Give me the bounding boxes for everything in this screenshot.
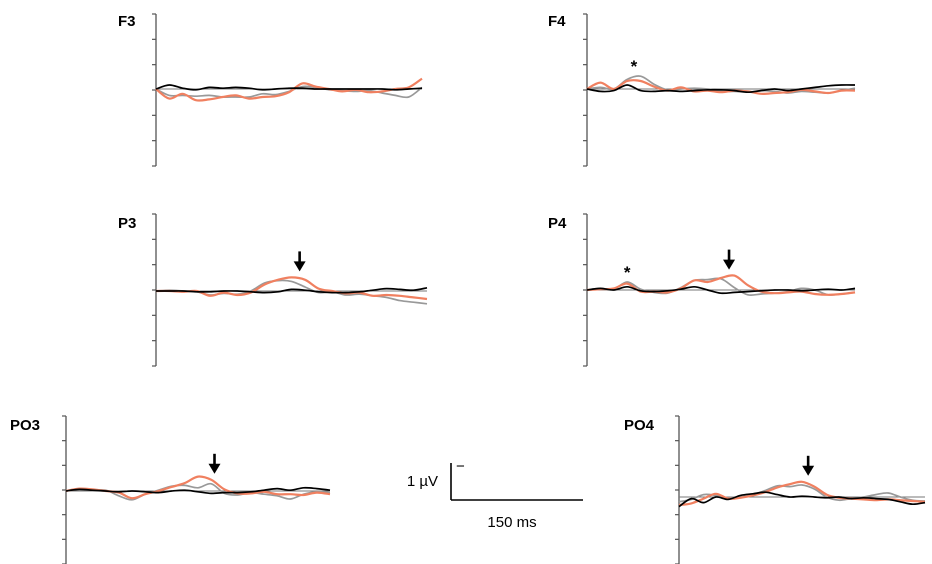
panel-po3: PO3 [10,415,331,564]
waveform-orange-f3 [155,77,423,102]
arrow-marker-p4 [723,249,736,270]
panel-po4: PO4 [624,415,926,564]
channel-label-p3: P3 [118,215,136,232]
panel-p3: P3 [118,213,428,367]
asterisk-marker-f4: * [631,57,638,76]
scale-bar: − 1 µV 150 ms [407,458,583,531]
scale-bar-sign: − [456,458,465,475]
panel-f3: F3 [118,13,423,167]
arrow-marker-po4 [802,455,815,476]
channel-label-po4: PO4 [624,417,655,434]
waveform-black-f4 [586,84,856,94]
waveform-black-po4 [678,491,926,508]
waveform-black-po3 [65,486,331,495]
waveform-black-p4 [586,285,856,295]
arrow-marker-po3 [208,453,221,474]
panel-p4: P4 * [548,213,856,367]
waveform-orange-f4 [586,79,856,95]
arrow-head-po4 [802,465,815,476]
arrow-marker-p3 [293,251,306,272]
panel-f4: F4 * [548,13,856,167]
arrow-head-p4 [723,259,736,270]
waveform-orange-p4 [586,274,856,296]
scale-bar-time-label: 150 ms [487,514,536,531]
waveform-gray-po4 [678,484,926,503]
channel-label-f3: F3 [118,13,136,30]
channel-label-p4: P4 [548,215,567,232]
scale-bar-voltage-label: 1 µV [407,473,438,490]
erp-panels: F3 F4 * P3 P4 * PO3 PO4 [10,13,926,564]
asterisk-marker-p4: * [624,263,631,282]
arrow-head-p3 [293,261,306,272]
waveform-black-f3 [155,84,423,91]
waveform-black-p3 [155,286,428,294]
channel-label-po3: PO3 [10,417,40,434]
channel-label-f4: F4 [548,13,566,30]
arrow-head-po3 [208,463,221,474]
